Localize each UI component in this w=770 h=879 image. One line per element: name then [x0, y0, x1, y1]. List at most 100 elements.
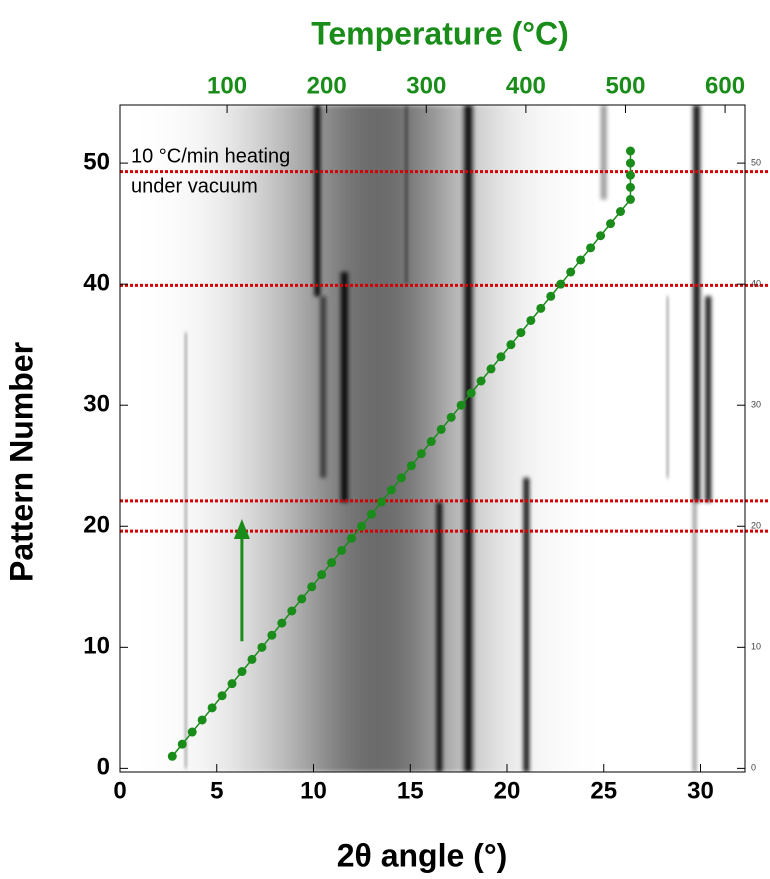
data-point [366, 509, 376, 519]
x2-tick-label: 300 [406, 72, 446, 99]
y-tick-label: 40 [83, 270, 110, 297]
data-point [376, 497, 386, 507]
data-point [217, 691, 227, 701]
data-point [506, 340, 516, 350]
data-point [337, 545, 347, 555]
data-point [576, 255, 586, 265]
x2-axis-label: Temperature (°C) [311, 15, 569, 51]
data-point [625, 170, 635, 180]
data-point [396, 473, 406, 483]
data-point [456, 400, 466, 410]
data-point [566, 267, 576, 277]
data-point [606, 219, 616, 229]
y2-tick-label: 50 [751, 157, 761, 167]
data-point [237, 667, 247, 677]
y2-tick-label: 10 [751, 642, 761, 652]
data-point [357, 521, 367, 531]
y-tick-label: 10 [83, 633, 110, 660]
x-tick-label: 0 [113, 777, 126, 804]
data-point [426, 437, 436, 447]
data-point [386, 485, 396, 495]
y-tick-label: 30 [83, 391, 110, 418]
data-point [556, 279, 566, 289]
annotation: under vacuum [131, 175, 258, 197]
data-point [586, 243, 596, 253]
data-point [297, 594, 307, 604]
x2-tick-label: 200 [307, 72, 347, 99]
data-point [307, 582, 317, 592]
data-point [536, 303, 546, 313]
y2-tick-label: 40 [751, 279, 761, 289]
x-axis-label: 2θ angle (°) [337, 837, 508, 873]
data-point [466, 388, 476, 398]
data-point [197, 715, 207, 725]
streak [523, 477, 530, 772]
y-tick-label: 20 [83, 512, 110, 539]
data-point [317, 570, 327, 580]
data-point [406, 461, 416, 471]
annotation: 10 °C/min heating [131, 145, 290, 167]
data-point [227, 679, 237, 689]
x-tick-label: 15 [397, 777, 424, 804]
data-point [416, 449, 426, 459]
data-point [187, 727, 197, 737]
arrow-head [233, 519, 250, 539]
data-point [257, 642, 267, 652]
data-point [546, 291, 556, 301]
y2-tick-label: 0 [751, 763, 756, 773]
y-tick-label: 50 [83, 148, 110, 175]
x-tick-label: 20 [494, 777, 521, 804]
x-tick-label: 5 [210, 777, 223, 804]
y2-tick-label: 30 [751, 400, 761, 410]
data-point [496, 352, 506, 362]
data-point [625, 158, 635, 168]
data-point [516, 328, 526, 338]
y-axis-label: Pattern Number [3, 342, 39, 582]
data-point [625, 194, 635, 204]
streak [404, 105, 409, 285]
data-point [526, 315, 536, 325]
streak [436, 502, 443, 772]
data-point [177, 739, 187, 749]
x-tick-label: 25 [590, 777, 617, 804]
streak [600, 105, 607, 200]
x-tick-label: 10 [300, 777, 327, 804]
data-point [277, 618, 287, 628]
x2-tick-label: 400 [506, 72, 546, 99]
data-point [347, 533, 357, 543]
streak [184, 332, 188, 769]
data-point [247, 654, 257, 664]
x-tick-label: 30 [687, 777, 714, 804]
x2-tick-label: 500 [605, 72, 645, 99]
streak [341, 272, 348, 503]
data-point [327, 558, 337, 568]
streak [692, 502, 698, 772]
overlay [120, 146, 770, 761]
streak [464, 105, 473, 772]
data-point [486, 364, 496, 374]
x2-tick-label: 600 [705, 72, 745, 99]
streak [666, 296, 670, 478]
streak [320, 296, 327, 478]
data-point [596, 231, 606, 241]
data-point [625, 146, 635, 156]
y2-tick-label: 20 [751, 521, 761, 531]
y-tick-label: 0 [97, 754, 110, 781]
data-point [625, 182, 635, 192]
intensity-map [184, 105, 712, 772]
data-point [167, 751, 177, 761]
data-point [446, 412, 456, 422]
streak [705, 296, 712, 503]
streak [693, 105, 701, 503]
plot-frame [119, 104, 746, 773]
streak [314, 105, 321, 297]
data-point [436, 424, 446, 434]
data-point [615, 207, 625, 217]
data-point [207, 703, 217, 713]
data-point [287, 606, 297, 616]
data-point [476, 376, 486, 386]
x2-tick-label: 100 [207, 72, 247, 99]
data-point [267, 630, 277, 640]
streak [339, 105, 427, 772]
